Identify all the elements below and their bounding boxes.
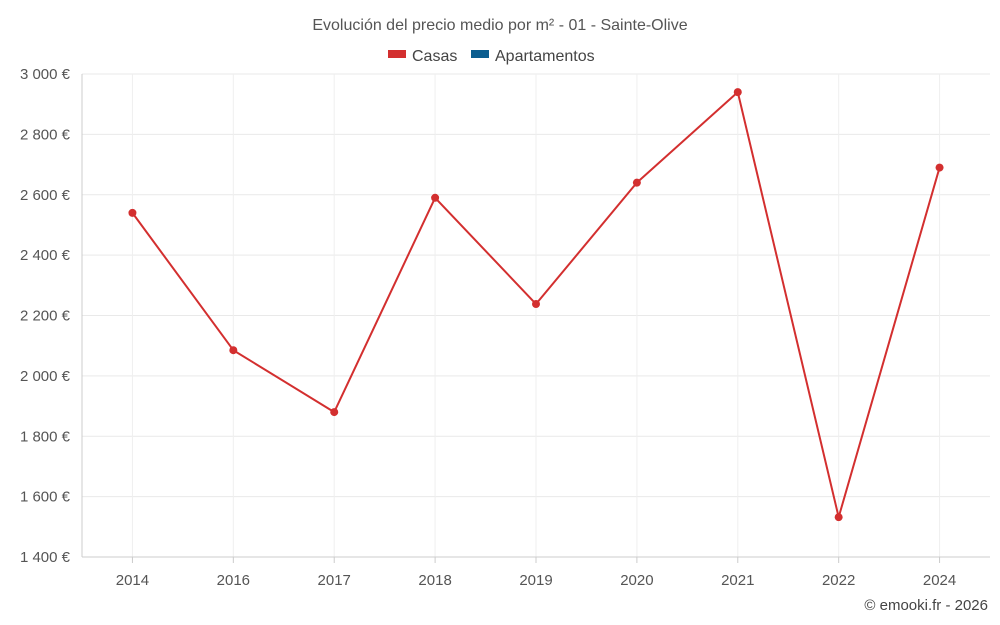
x-tick-label: 2016: [217, 572, 250, 589]
legend-label-casas[interactable]: Casas: [412, 48, 457, 65]
y-tick-label: 1 800 €: [20, 428, 71, 445]
x-tick-label: 2024: [923, 572, 956, 589]
data-point-2021[interactable]: [733, 88, 742, 97]
data-point-2014[interactable]: [128, 208, 137, 217]
legend-label-apartamentos[interactable]: Apartamentos: [495, 48, 595, 65]
y-tick-label: 3 000 €: [20, 66, 71, 83]
data-point-2016[interactable]: [229, 346, 238, 355]
data-point-2024[interactable]: [935, 163, 944, 172]
legend: Casas Apartamentos: [388, 48, 595, 65]
y-tick-label: 2 600 €: [20, 187, 71, 204]
x-tick-label: 2019: [519, 572, 552, 589]
y-tick-label: 2 200 €: [20, 308, 71, 325]
series-casas: [128, 88, 944, 522]
y-tick-label: 2 800 €: [20, 126, 71, 143]
legend-swatch-apartamentos[interactable]: [471, 50, 489, 58]
x-tick-label: 2020: [620, 572, 653, 589]
y-tick-label: 2 400 €: [20, 247, 71, 264]
x-tick-label: 2022: [822, 572, 855, 589]
data-point-2018[interactable]: [431, 193, 440, 202]
y-tick-label: 2 000 €: [20, 368, 71, 385]
x-tick-label: 2014: [116, 572, 149, 589]
chart-title: Evolución del precio medio por m² - 01 -…: [312, 17, 687, 34]
x-tick-label: 2017: [318, 572, 351, 589]
y-tick-label: 1 600 €: [20, 489, 71, 506]
y-axis-ticks: 1 400 € 1 600 € 1 800 € 2 000 € 2 200 € 2 400…: [20, 66, 71, 566]
data-point-2022[interactable]: [834, 513, 843, 522]
x-axis-ticks: 2014 2016 2017 2018 2019 2020 2021 2022 2024: [116, 557, 956, 589]
data-point-2017[interactable]: [330, 408, 339, 417]
x-tick-label: 2018: [418, 572, 451, 589]
x-tick-label: 2021: [721, 572, 754, 589]
legend-swatch-casas[interactable]: [388, 50, 406, 58]
y-tick-label: 1 400 €: [20, 549, 71, 566]
data-point-2019[interactable]: [532, 300, 540, 309]
credit-text: © emooki.fr - 2026: [864, 597, 988, 614]
grid: [82, 73, 990, 558]
data-point-2020[interactable]: [632, 178, 641, 187]
